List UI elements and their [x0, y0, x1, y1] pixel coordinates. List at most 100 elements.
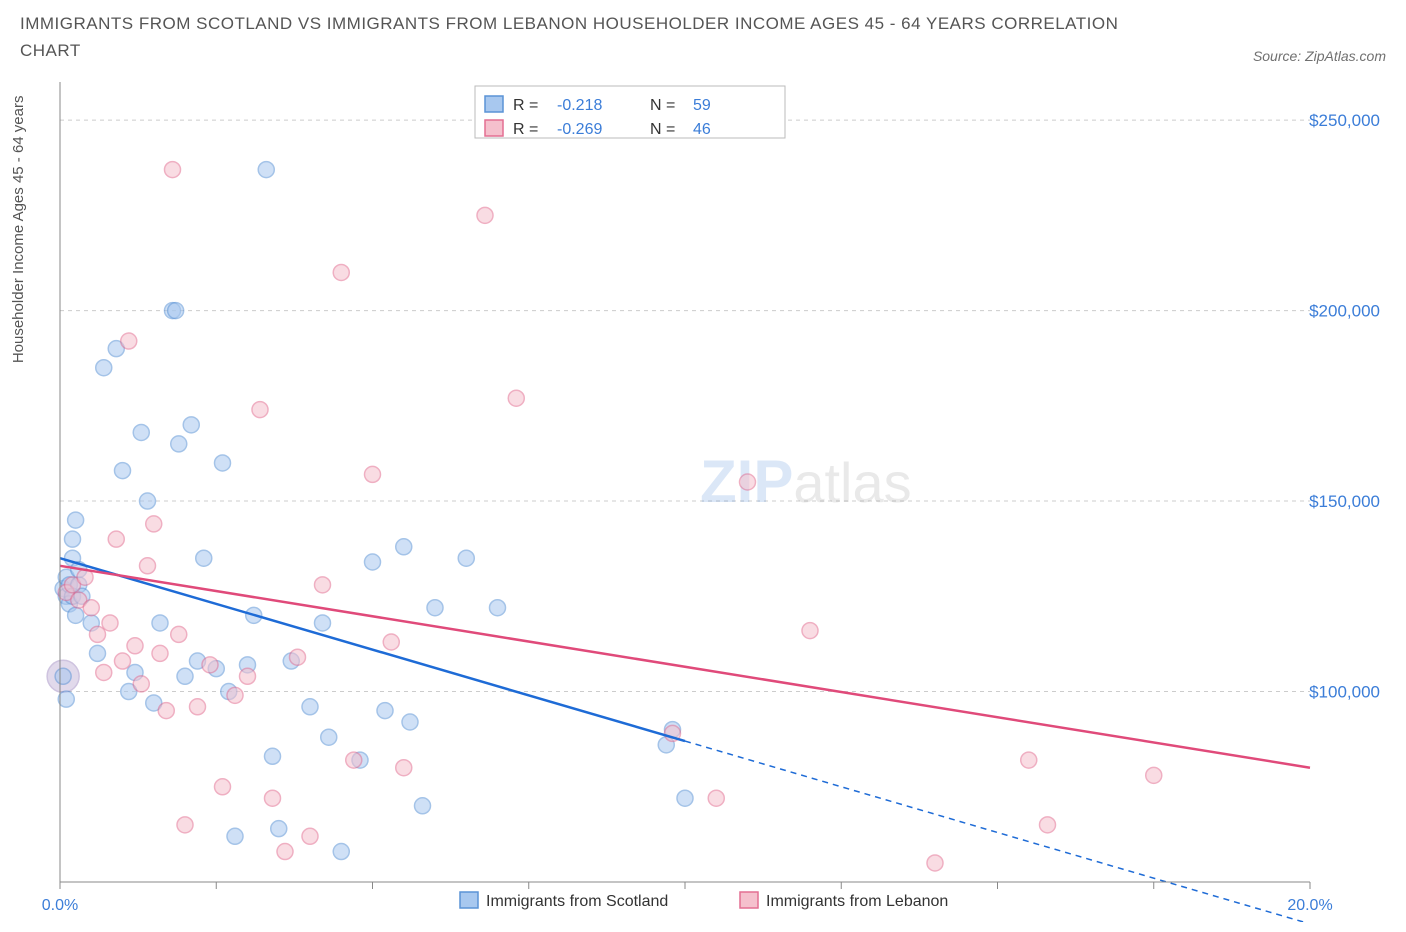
legend-n-label: N =	[650, 121, 675, 138]
data-point	[383, 634, 399, 650]
data-point	[190, 699, 206, 715]
data-point	[196, 551, 212, 567]
legend-swatch	[485, 120, 503, 136]
legend-swatch	[460, 892, 478, 908]
data-point	[121, 333, 137, 349]
data-point	[140, 493, 156, 509]
data-point	[396, 539, 412, 555]
data-point	[183, 417, 199, 433]
data-point	[321, 730, 337, 746]
data-point	[258, 162, 274, 178]
data-point	[58, 692, 74, 708]
data-point	[227, 829, 243, 845]
y-tick-label: $150,000	[1309, 492, 1380, 511]
data-point	[68, 512, 84, 528]
data-point	[83, 600, 99, 616]
scatter-chart: $100,000 $150,000 $200,000 $250,000 ZIPatlas…	[20, 72, 1386, 922]
data-point	[396, 760, 412, 776]
data-point	[508, 391, 524, 407]
data-point	[1040, 817, 1056, 833]
data-point	[165, 162, 181, 178]
data-point	[490, 600, 506, 616]
data-point	[90, 627, 106, 643]
data-point	[415, 798, 431, 814]
data-point	[277, 844, 293, 860]
data-point	[140, 558, 156, 574]
data-point	[927, 855, 943, 871]
data-point	[55, 669, 71, 685]
data-point	[215, 455, 231, 471]
data-point	[152, 615, 168, 631]
data-point	[202, 657, 218, 673]
data-point	[171, 436, 187, 452]
data-point	[427, 600, 443, 616]
data-point	[158, 703, 174, 719]
data-point	[240, 669, 256, 685]
data-point	[152, 646, 168, 662]
legend-series-label: Immigrants from Lebanon	[766, 893, 948, 910]
data-point	[708, 791, 724, 807]
data-point	[227, 688, 243, 704]
data-point	[102, 615, 118, 631]
data-point	[740, 474, 756, 490]
data-point	[96, 665, 112, 681]
data-point	[108, 532, 124, 548]
legend-swatch	[485, 96, 503, 112]
y-tick-label: $200,000	[1309, 302, 1380, 321]
data-point	[146, 516, 162, 532]
data-point	[1021, 752, 1037, 768]
data-point	[333, 265, 349, 281]
data-point	[365, 467, 381, 483]
legend-r-label: R =	[513, 97, 538, 114]
data-point	[265, 749, 281, 765]
data-point	[90, 646, 106, 662]
y-axis-label: Householder Income Ages 45 - 64 years	[10, 96, 27, 364]
y-tick-label: $250,000	[1309, 111, 1380, 130]
data-point	[115, 653, 131, 669]
data-point	[215, 779, 231, 795]
data-point	[133, 425, 149, 441]
data-point	[477, 208, 493, 224]
chart-title: IMMIGRANTS FROM SCOTLAND VS IMMIGRANTS F…	[20, 10, 1120, 64]
data-point	[265, 791, 281, 807]
data-point	[290, 650, 306, 666]
data-point	[802, 623, 818, 639]
data-point	[346, 752, 362, 768]
data-point	[302, 829, 318, 845]
data-point	[127, 638, 143, 654]
data-point	[315, 615, 331, 631]
data-point	[177, 817, 193, 833]
y-tick-label: $100,000	[1309, 683, 1380, 702]
data-point	[333, 844, 349, 860]
data-point	[68, 608, 84, 624]
data-point	[252, 402, 268, 418]
x-tick-label: 20.0%	[1287, 897, 1332, 914]
data-point	[96, 360, 112, 376]
legend-r-value: -0.218	[557, 97, 602, 114]
watermark: ZIPatlas	[700, 448, 912, 515]
legend-r-value: -0.269	[557, 121, 602, 138]
x-tick-label: 0.0%	[42, 897, 78, 914]
data-point	[302, 699, 318, 715]
data-point	[402, 714, 418, 730]
data-point	[377, 703, 393, 719]
data-point	[133, 676, 149, 692]
legend-series-label: Immigrants from Scotland	[486, 893, 668, 910]
source-label: Source: ZipAtlas.com	[1253, 48, 1386, 64]
data-point	[365, 554, 381, 570]
legend-n-label: N =	[650, 97, 675, 114]
data-point	[677, 791, 693, 807]
legend-swatch	[740, 892, 758, 908]
legend-n-value: 59	[693, 97, 711, 114]
data-point	[168, 303, 184, 319]
data-point	[115, 463, 131, 479]
data-point	[315, 577, 331, 593]
legend-n-value: 46	[693, 121, 711, 138]
data-point	[171, 627, 187, 643]
legend-r-label: R =	[513, 121, 538, 138]
chart-header: IMMIGRANTS FROM SCOTLAND VS IMMIGRANTS F…	[20, 10, 1386, 64]
data-point	[65, 532, 81, 548]
data-point	[458, 551, 474, 567]
data-point	[177, 669, 193, 685]
data-point	[271, 821, 287, 837]
